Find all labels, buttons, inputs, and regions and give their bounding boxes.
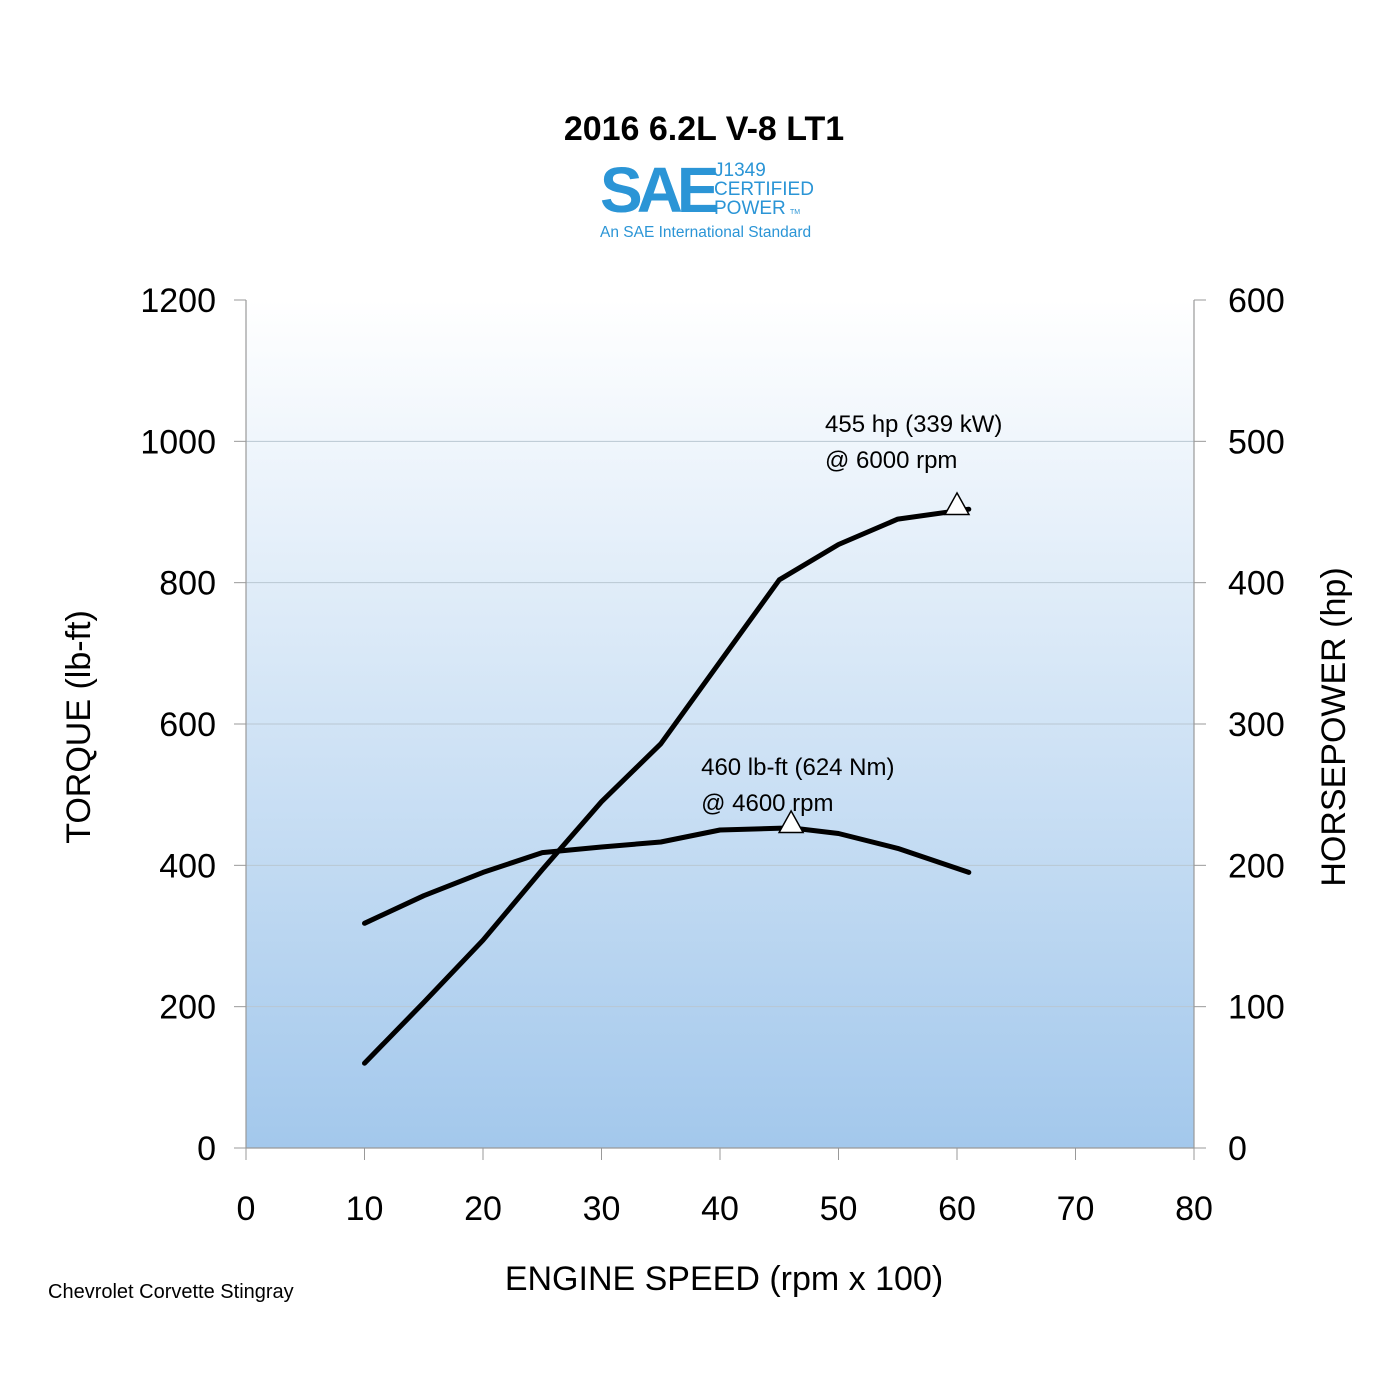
x-tick-label: 50	[820, 1190, 858, 1228]
y2-tick-label: 600	[1228, 282, 1285, 320]
footer-vehicle-name: Chevrolet Corvette Stingray	[48, 1281, 294, 1303]
torque-line	[362, 825, 972, 926]
y-tick-label: 200	[159, 989, 216, 1027]
y2-tick-label: 300	[1228, 706, 1285, 744]
peak-marker	[943, 491, 971, 516]
peak-label-line1: 455 hp (339 kW)	[825, 411, 1002, 438]
x-tick-label: 0	[237, 1190, 256, 1228]
x-tick-label: 70	[1057, 1190, 1095, 1228]
horsepower-line	[362, 506, 972, 1066]
annotations: 455 hp (339 kW) @ 6000 rpm 460 lb-ft (624 …	[701, 411, 1002, 834]
axes	[234, 299, 1206, 1160]
sae-logo-line3: POWER	[714, 198, 786, 219]
x-tick-label: 10	[346, 1190, 384, 1228]
x-tick-label: 20	[464, 1190, 502, 1228]
x-tick-label: 30	[583, 1190, 621, 1228]
x-tick-label: 60	[938, 1190, 976, 1228]
peak-label-line1: 460 lb-ft (624 Nm)	[701, 754, 894, 781]
y-tick-label: 600	[159, 706, 216, 744]
x-tick-label: 80	[1175, 1190, 1213, 1228]
chart-title: 2016 6.2L V-8 LT1	[564, 110, 844, 148]
data-series	[362, 506, 972, 1066]
sae-logo-line2: CERTIFIED	[714, 179, 814, 200]
sae-logo-subtitle: An SAE International Standard	[600, 224, 811, 241]
y2-tick-label: 100	[1228, 989, 1285, 1027]
sae-logo: SAE J1349 CERTIFIED POWER TM An SAE Inte…	[600, 154, 814, 241]
tick-labels: 0200400600800100012000100200300400500600…	[140, 282, 1284, 1228]
peak-marker	[777, 809, 805, 834]
sae-logo-tm: TM	[790, 209, 800, 216]
y-tick-label: 1200	[140, 282, 216, 320]
sae-logo-letters: SAE	[600, 154, 718, 226]
y-axis-label-left: TORQUE (lb-ft)	[60, 610, 98, 844]
y-tick-label: 0	[197, 1130, 216, 1168]
x-tick-label: 40	[701, 1190, 739, 1228]
y2-tick-label: 400	[1228, 565, 1285, 603]
y2-tick-label: 500	[1228, 423, 1285, 461]
y-tick-label: 1000	[140, 423, 216, 461]
y-tick-label: 400	[159, 847, 216, 885]
y-tick-label: 800	[159, 565, 216, 603]
gridlines	[246, 440, 1194, 1008]
peak-label-line2: @ 4600 rpm	[701, 790, 833, 817]
sae-logo-line1: J1349	[714, 160, 766, 181]
y-axis-label-right: HORSEPOWER (hp)	[1315, 567, 1353, 886]
x-axis-label: ENGINE SPEED (rpm x 100)	[505, 1260, 943, 1298]
peak-label-line2: @ 6000 rpm	[825, 447, 957, 474]
y2-tick-label: 0	[1228, 1130, 1247, 1168]
y2-tick-label: 200	[1228, 847, 1285, 885]
